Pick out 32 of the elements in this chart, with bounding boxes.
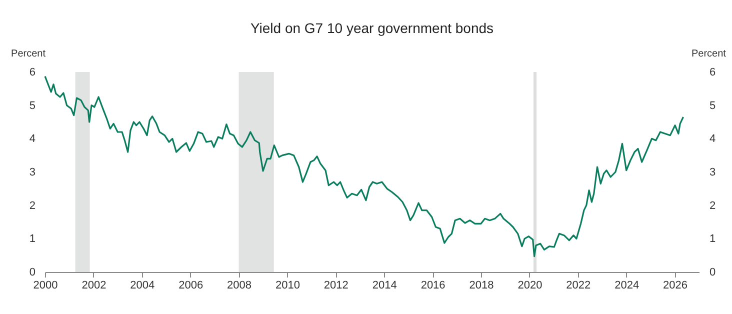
x-tick-label: 2016 xyxy=(420,280,446,292)
x-tick-label: 2002 xyxy=(82,280,106,292)
line-series xyxy=(44,76,684,258)
y2-tick-label: 0 xyxy=(710,266,716,278)
y2-tick-label: 2 xyxy=(710,200,716,212)
y2-tick-label: 4 xyxy=(710,133,716,146)
x-tick-label: 2000 xyxy=(33,280,58,292)
y-tick-label: 0 xyxy=(29,266,36,278)
y-tick-label: 6 xyxy=(29,66,36,78)
x-tick-label: 2006 xyxy=(178,280,204,292)
y-axis-title: Percent xyxy=(11,48,46,60)
y-tick-label: 1 xyxy=(29,233,36,246)
y2-tick-label: 3 xyxy=(710,166,716,178)
y2-tick-label: 5 xyxy=(710,100,716,112)
x-tick-label: 2022 xyxy=(566,280,591,292)
x-tick-label: 2008 xyxy=(227,280,252,292)
y2-tick-label: 6 xyxy=(710,66,716,78)
x-tick-label: 2004 xyxy=(130,280,155,292)
y-tick-label: 2 xyxy=(29,200,36,212)
chart-title: Yield on G7 10 year government bonds xyxy=(250,20,494,36)
y2-tick-label: 1 xyxy=(710,233,716,246)
y2-axis-title: Percent xyxy=(692,48,726,60)
x-tick-label: 2012 xyxy=(324,280,348,292)
x-tick-label: 2010 xyxy=(275,280,300,292)
x-tick-label: 2018 xyxy=(469,280,494,292)
x-tick-label: 2014 xyxy=(372,280,397,292)
y-tick-label: 4 xyxy=(29,133,36,146)
y-tick-label: 3 xyxy=(29,166,36,178)
x-tick-label: 2026 xyxy=(663,280,688,292)
x-tick-label: 2024 xyxy=(614,280,640,292)
x-tick-label: 2020 xyxy=(518,280,542,292)
y-tick-label: 5 xyxy=(29,100,36,112)
